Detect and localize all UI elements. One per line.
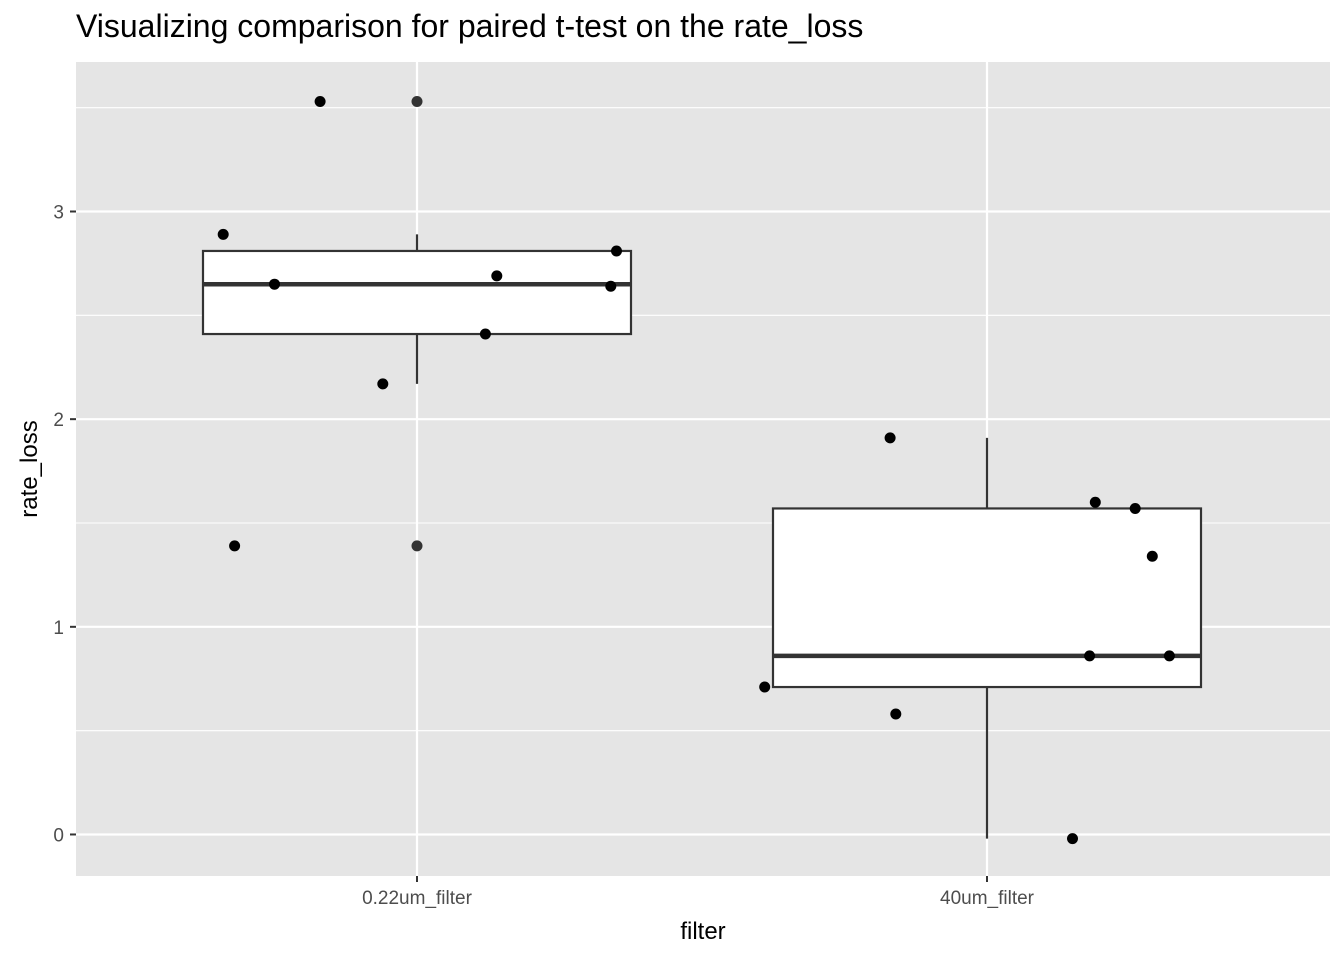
data-point: [611, 245, 622, 257]
data-point: [759, 681, 771, 693]
y-tick-label: 2: [53, 410, 64, 431]
data-point: [1163, 650, 1175, 662]
box-40um_filter: [771, 437, 1203, 839]
data-point: [884, 432, 896, 444]
axes: 0 1 2 3 0.22um_filter 40um_filter: [53, 203, 1034, 909]
x-tick-label: 40um_filter: [940, 888, 1035, 909]
box-0.22um_filter: [201, 95, 633, 552]
data-point: [491, 270, 503, 282]
data-point: [1067, 833, 1078, 845]
y-tick-label: 1: [53, 618, 64, 639]
data-point: [1146, 550, 1158, 562]
outlier-point: [411, 540, 423, 552]
data-point: [479, 328, 491, 340]
data-point: [605, 280, 617, 292]
data-point: [217, 228, 229, 240]
data-point: [1129, 502, 1141, 514]
y-axis-title: rate_loss: [16, 420, 43, 517]
data-point: [269, 278, 280, 290]
data-point: [377, 378, 389, 390]
outlier-point: [411, 95, 423, 107]
data-point: [1084, 650, 1096, 662]
data-point: [229, 540, 241, 552]
box-iqr: [771, 507, 1203, 689]
x-tick-label: 0.22um_filter: [362, 888, 473, 909]
chart-title: Visualizing comparison for paired t-test…: [76, 8, 864, 44]
data-point: [314, 95, 326, 107]
data-point: [890, 708, 902, 720]
y-tick-label: 0: [53, 825, 64, 846]
box-layer: [201, 95, 1203, 839]
x-axis-title: filter: [680, 918, 725, 945]
point-layer: [217, 95, 1175, 845]
box-iqr: [201, 249, 633, 336]
plot-panel: [76, 62, 1330, 876]
data-point: [1089, 496, 1101, 508]
y-tick-label: 3: [53, 203, 64, 224]
